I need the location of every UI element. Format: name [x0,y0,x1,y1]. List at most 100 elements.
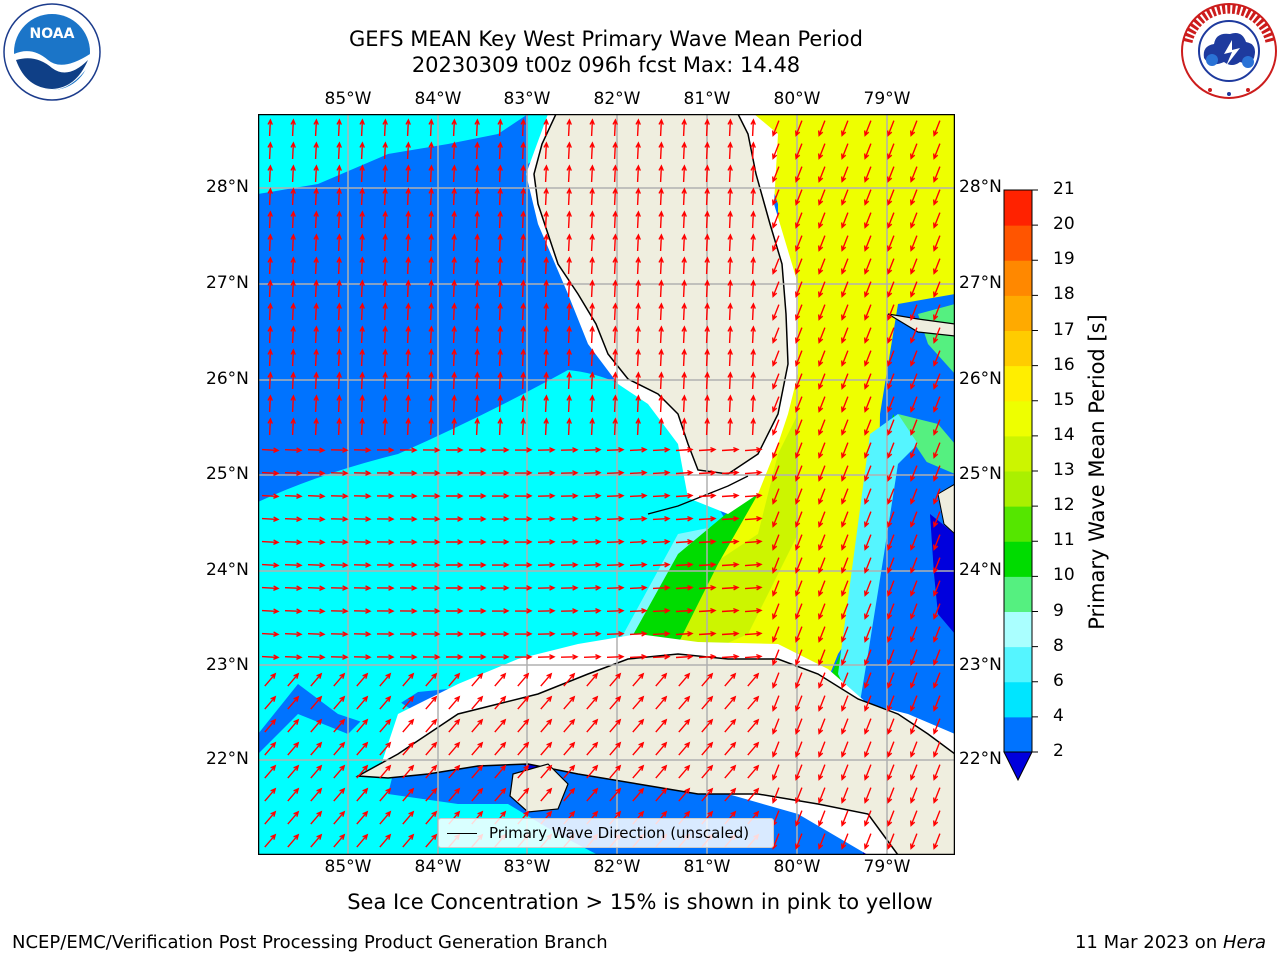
wave-direction-arrow [313,302,319,321]
wave-direction-arrow [721,584,740,591]
wave-direction-arrow [818,787,826,804]
wave-direction-arrow [267,210,273,229]
wave-direction-arrow [583,608,602,614]
wave-direction-arrow [520,417,526,436]
wave-direction-arrow [359,141,365,160]
wave-direction-arrow [675,515,694,522]
wave-direction-arrow [744,538,763,545]
wave-direction-arrow [795,580,803,597]
wave-direction-arrow [425,810,438,825]
wave-direction-arrow [910,396,918,413]
wave-direction-arrow [721,492,740,499]
wave-direction-arrow [448,787,461,802]
wave-direction-arrow [772,787,780,804]
wave-direction-arrow [772,189,780,206]
wave-direction-arrow [471,764,484,779]
lat-label-left-28n: 28°N [206,177,249,197]
wave-direction-arrow [652,631,671,637]
wave-direction-arrow [310,695,323,710]
wave-direction-arrow [382,187,388,206]
wave-direction-arrow [818,810,826,827]
wave-direction-arrow [451,302,457,321]
wave-direction-arrow [658,279,664,298]
lon-label-top-79w: 79°W [863,89,911,109]
wave-direction-arrow [632,787,645,802]
wave-direction-arrow [727,118,733,137]
wave-direction-arrow [405,417,411,436]
wave-direction-arrow [471,718,484,733]
wave-direction-arrow [560,447,579,453]
wave-direction-arrow [469,608,487,614]
wave-direction-arrow [356,833,369,848]
wave-direction-arrow [563,741,576,756]
wave-direction-arrow [727,302,733,321]
wave-direction-arrow [405,164,411,183]
wave-direction-arrow [795,166,803,183]
wave-direction-arrow [910,787,918,804]
wave-direction-arrow [841,373,849,390]
wave-direction-arrow [428,233,434,252]
wave-direction-arrow [681,394,687,413]
lon-label-bottom-82w: 82°W [593,857,641,877]
wave-direction-arrow [543,210,549,229]
wave-direction-arrow [353,654,372,660]
wave-direction-arrow [681,210,687,229]
wave-direction-arrow [491,493,510,499]
wave-direction-arrow [428,141,434,160]
wave-direction-arrow [543,233,549,252]
wave-direction-arrow [290,164,296,183]
wave-direction-arrow [795,695,803,712]
wave-direction-arrow [704,187,710,206]
wave-direction-arrow [566,164,572,183]
colorbar-tick-label: 18 [1053,284,1075,305]
wave-direction-arrow [609,718,622,733]
wave-direction-arrow [491,539,510,545]
wave-direction-arrow [359,233,365,252]
wave-direction-arrow [864,787,872,804]
wave-direction-arrow [353,493,372,499]
ocean-period-4-6-channel [838,414,918,714]
wave-direction-arrow [520,256,526,275]
wave-direction-arrow [566,233,572,252]
wave-direction-arrow [497,325,503,344]
lat-label-left-22n: 22°N [206,749,249,769]
wave-direction-arrow [537,493,556,499]
wave-direction-arrow [307,562,326,568]
wave-direction-arrow [261,493,280,499]
colorbar-tick-label: 13 [1053,460,1075,480]
wave-direction-arrow [675,469,694,476]
wave-direction-arrow [864,304,872,321]
wave-direction-arrow [629,631,648,637]
wave-direction-arrow [469,539,487,545]
colorbar-tick-label: 16 [1053,354,1075,375]
wave-direction-arrow [933,212,941,229]
wave-direction-arrow [772,488,780,505]
lon-label-bottom-80w: 80°W [773,857,821,877]
map-subtitle-forecast: 20230309 t00z 096h fcst Max: 14.48 [411,53,801,77]
wave-direction-arrow [629,654,648,660]
wave-direction-arrow [313,371,319,390]
wave-direction-arrow [910,350,918,367]
wave-direction-arrow [632,718,645,733]
wave-direction-arrow [887,143,895,160]
wave-direction-arrow [405,348,411,367]
wave-direction-arrow [428,187,434,206]
legend-label: Primary Wave Direction (unscaled) [489,824,750,842]
wave-direction-arrow [655,695,668,710]
wave-direction-arrow [818,258,826,275]
wave-direction-arrow [864,580,872,597]
wave-direction-arrow [727,325,733,344]
colorbar-tick-label: 12 [1053,495,1075,516]
lon-label-top-85w: 85°W [324,89,372,109]
colorbar-segment [1004,435,1032,472]
wave-direction-arrow [727,417,733,436]
wave-direction-arrow [313,279,319,298]
wave-direction-arrow [428,256,434,275]
wave-direction-arrow [382,279,388,298]
wave-direction-arrow [402,787,415,802]
wave-direction-arrow [520,141,526,160]
wave-direction-arrow [864,718,872,735]
colorbar-segment [1004,471,1032,507]
wave-direction-arrow [514,516,533,522]
wave-direction-arrow [307,447,326,453]
